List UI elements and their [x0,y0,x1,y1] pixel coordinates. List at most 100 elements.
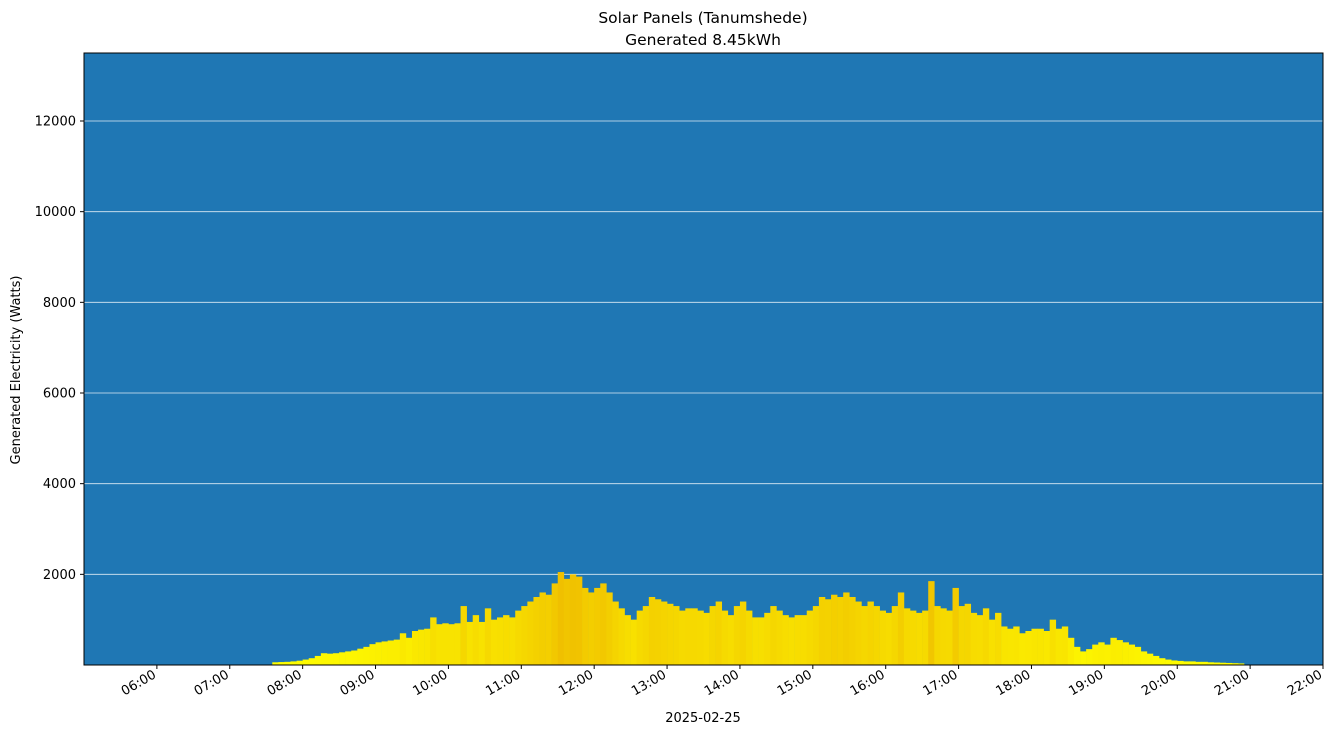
data-bar [891,606,899,665]
x-tick-label: 22:00 [1285,667,1325,699]
data-bar [484,608,492,665]
data-bar [1073,646,1081,665]
data-bar [667,603,674,665]
data-bar [600,583,607,665]
y-tick-label: 10000 [35,205,76,220]
y-tick-label: 2000 [43,568,76,583]
data-bar [824,599,832,665]
data-bar [472,615,480,665]
data-bar [411,631,419,665]
data-bar [660,601,668,665]
data-bar [339,652,346,665]
data-bar [490,619,498,665]
data-bar [333,653,340,665]
data-bar [648,597,656,665]
data-bar [739,601,747,665]
data-bar [1171,660,1178,665]
gridlines [84,120,1323,575]
data-bar [654,599,662,665]
data-bar [448,624,455,665]
x-tick-label: 10:00 [410,667,450,699]
data-bar [709,606,716,665]
y-axis: 2000 4000 6000 8000 10000 12000 [35,115,84,583]
data-bar [418,629,425,665]
data-bar [812,606,820,665]
data-bar [1067,637,1075,665]
data-bar [1025,631,1032,665]
data-bar [582,587,589,665]
data-bar [642,606,650,665]
data-bar [1225,662,1233,665]
data-bar [952,587,959,665]
data-bar [1098,642,1105,665]
data-bar [788,617,795,665]
data-bar [806,610,814,665]
x-tick-label: 08:00 [265,667,305,699]
data-bar [782,615,789,665]
data-bar [290,661,297,665]
data-bar [302,659,310,665]
chart-subtitle: Generated 8.45kWh [625,31,781,49]
x-tick-label: 21:00 [1212,667,1252,699]
data-bar [1104,644,1111,665]
data-bar [703,612,710,665]
data-bar [515,610,522,665]
x-tick-label: 18:00 [994,667,1034,699]
data-bar [1061,626,1069,665]
data-bar [424,628,431,665]
data-bar [727,615,735,665]
data-bar [861,606,868,665]
data-bar [363,646,370,665]
x-tick-label: 13:00 [629,667,669,699]
plot-frame [83,52,1324,666]
data-bar [278,662,285,665]
bars [272,572,1245,665]
data-bar [393,639,401,665]
y-tick-label: 12000 [35,115,76,130]
y-tick-label: 4000 [43,477,76,492]
data-bar [454,623,461,665]
data-bar [1116,640,1123,665]
data-bar [1019,633,1026,665]
data-bar [399,633,407,665]
data-bar [618,608,625,665]
data-bar [843,592,850,665]
data-bar [794,615,801,665]
data-bar [928,581,935,665]
data-bar [314,655,322,665]
data-bar [308,658,316,665]
data-bar [1134,646,1142,665]
data-bar [357,648,364,665]
data-bar [272,662,279,665]
data-bar [1122,642,1129,665]
data-bar [630,619,637,665]
data-bar [1031,628,1038,665]
data-bar [521,606,528,665]
data-bar [1043,631,1050,665]
data-bar [1213,662,1221,665]
y-axis-label: Generated Electricity (Watts) [9,276,24,465]
x-tick-label: 20:00 [1139,667,1179,699]
data-bar [849,597,856,665]
data-bar [381,641,388,665]
data-bar [758,617,765,665]
data-bar [612,601,619,665]
data-bar [466,621,474,665]
data-bar [976,615,984,665]
data-bar [1007,628,1014,665]
data-bar [1086,649,1093,665]
x-tick-label: 19:00 [1066,667,1106,699]
data-bar [1037,628,1044,665]
data-bar [1080,651,1087,665]
data-bar [1183,661,1190,665]
y-tick-label: 8000 [43,296,76,311]
chart-title: Solar Panels (Tanumshede) [598,9,807,27]
data-bar [1177,660,1184,665]
data-bar [1092,644,1099,665]
data-bar [988,619,996,665]
data-bar [430,617,437,665]
data-bar [575,576,583,665]
data-bar [351,650,358,665]
data-bar [867,601,874,665]
data-bar [1049,619,1057,665]
